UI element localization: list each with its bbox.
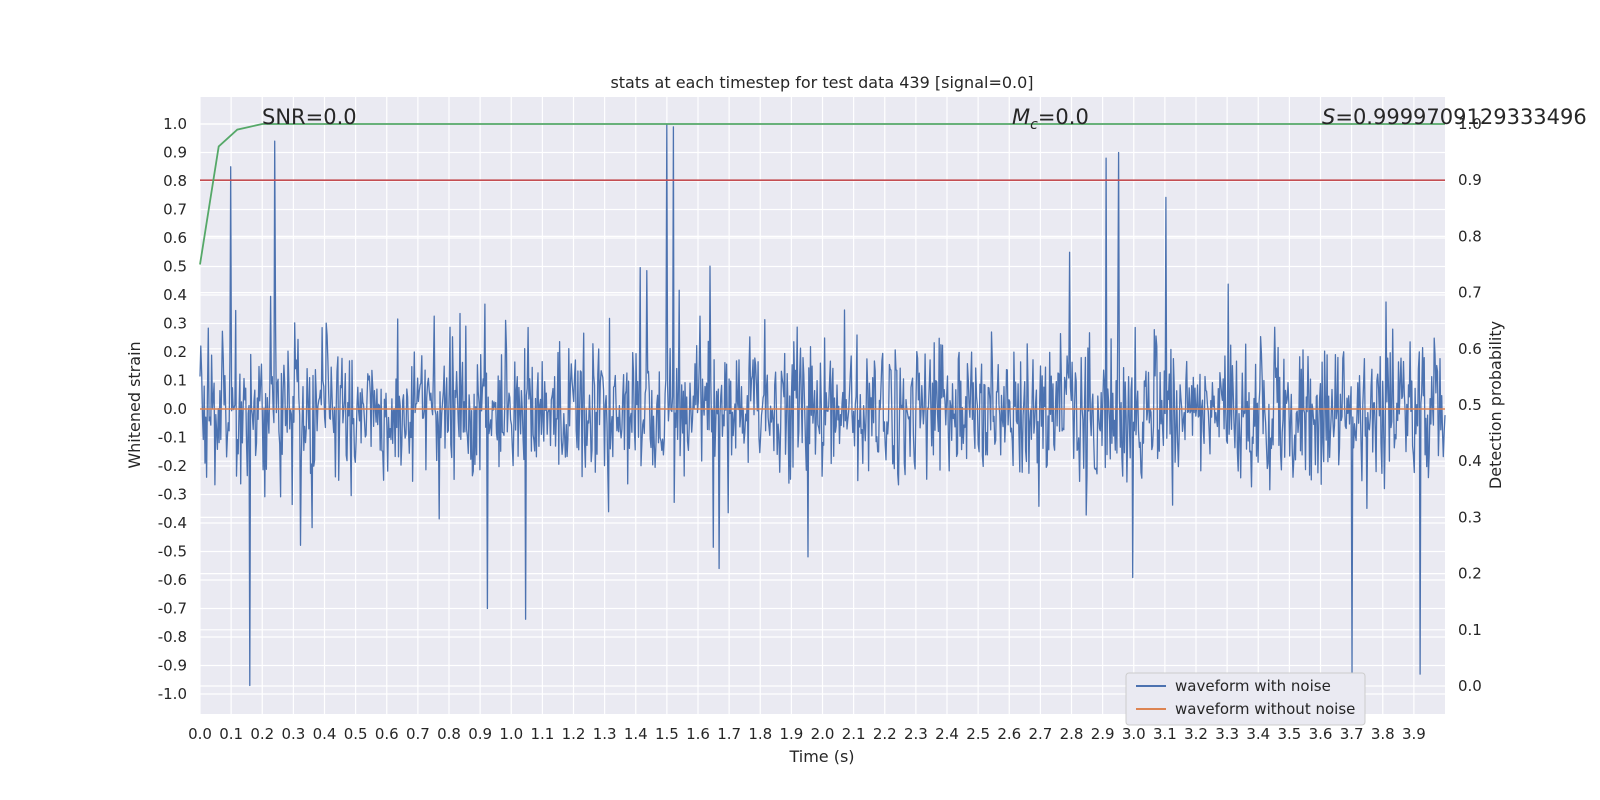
y-tick-labels: 1.0 0.9 0.8 0.7 0.6 0.5 0.4 0.3 0.2 0.1 0.0 -0.1 -0.… [158,115,187,703]
series-waveform-with-noise [199,123,1446,687]
y-tick-label: -0.1 [158,429,187,447]
x-tick-label: 0.2 [250,725,274,743]
x-tick-label: 2.0 [811,725,835,743]
mc-annotation: Mc=0.0 [1012,105,1089,133]
y-tick-label: 0.8 [163,172,187,190]
x-tick-label: 2.5 [966,725,990,743]
x-tick-label: 2.3 [904,725,928,743]
y2-tick-label: 0.4 [1458,452,1482,470]
y-tick-label: 0.3 [163,315,187,333]
y2-tick-label: 0.1 [1458,621,1482,639]
y-tick-label: 0.9 [163,144,187,162]
y-tick-label: 0.6 [163,229,187,247]
x-tick-label: 3.4 [1246,725,1270,743]
x-tick-label: 3.6 [1309,725,1333,743]
y2-tick-label: 0.6 [1458,340,1482,358]
series-layer [199,123,1446,687]
x-tick-label: 0.8 [437,725,461,743]
y2-axis-label: Detection probability [1486,321,1505,489]
y-tick-label: -0.2 [158,457,187,475]
legend-label-clean: waveform without noise [1175,700,1355,718]
y2-tick-label: 0.0 [1458,677,1482,695]
x-tick-label: 2.2 [873,725,897,743]
x-tick-label: 3.7 [1340,725,1364,743]
x-tick-label: 0.7 [406,725,430,743]
s-value: =0.9999709129333496 [1335,105,1586,129]
y-tick-label: 0.5 [163,258,187,276]
x-tick-label: 1.5 [655,725,679,743]
x-tick-label: 0.1 [219,725,243,743]
x-tick-label: 1.0 [499,725,523,743]
y-axis-label: Whitened strain [125,341,144,468]
y-tick-label: -1.0 [158,685,187,703]
legend: waveform with noise waveform without noi… [1125,672,1366,726]
y-tick-label: 0.0 [163,400,187,418]
mc-subscript: c [1030,117,1038,133]
chart-title: stats at each timestep for test data 439… [610,73,1033,92]
x-tick-label: 1.9 [779,725,803,743]
y-tick-label: -0.9 [158,657,187,675]
y-tick-label: 0.7 [163,201,187,219]
mc-symbol: M [1012,105,1030,129]
x-tick-label: 0.4 [313,725,337,743]
x-tick-label: 2.7 [1028,725,1052,743]
x-tick-label: 0.3 [281,725,305,743]
x-tick-label: 2.9 [1091,725,1115,743]
x-tick-label: 0.5 [344,725,368,743]
legend-box [1125,672,1366,726]
x-tick-label: 0.0 [188,725,212,743]
y2-tick-label: 0.9 [1458,171,1482,189]
x-tick-label: 1.6 [686,725,710,743]
y2-tick-label: 0.7 [1458,284,1482,302]
x-tick-label: 1.8 [748,725,772,743]
y-tick-label: -0.5 [158,543,187,561]
y2-tick-label: 0.5 [1458,396,1482,414]
x-tick-label: 2.6 [997,725,1021,743]
x-tick-label: 3.0 [1122,725,1146,743]
s-annotation: S=0.9999709129333496 [1322,105,1587,129]
legend-label-noise: waveform with noise [1175,677,1331,695]
series-detection-probability [199,123,1445,265]
y2-tick-label: 0.8 [1458,227,1482,245]
y-tick-label: 0.2 [163,343,187,361]
x-tick-label: 1.2 [562,725,586,743]
x-tick-label: 3.5 [1277,725,1301,743]
y-tick-label: 1.0 [163,115,187,133]
x-tick-label: 3.3 [1215,725,1239,743]
x-tick-label: 1.1 [530,725,554,743]
y2-tick-label: 0.3 [1458,508,1482,526]
y-tick-label: -0.3 [158,486,187,504]
y-tick-label: 0.1 [163,372,187,390]
y-tick-label: 0.4 [163,286,187,304]
x-tick-label: 3.1 [1153,725,1177,743]
x-tick-label: 0.9 [468,725,492,743]
x-tick-labels: 0.0 0.1 0.2 0.3 0.4 0.5 0.6 0.7 0.8 0.9 1.0 1.1 1.2 1… [188,725,1426,743]
y2-tick-labels: 1.0 0.9 0.8 0.7 0.6 0.5 0.4 0.3 0.2 0.1 0.0 [1458,115,1482,695]
x-tick-label: 1.3 [593,725,617,743]
y-tick-label: -0.8 [158,628,187,646]
y-tick-label: -0.6 [158,571,187,589]
x-tick-label: 2.4 [935,725,959,743]
s-symbol: S [1322,105,1335,129]
x-tick-label: 2.1 [842,725,866,743]
mc-value: =0.0 [1038,105,1089,129]
x-tick-label: 3.8 [1371,725,1395,743]
y-tick-label: -0.4 [158,514,187,532]
x-tick-label: 0.6 [375,725,399,743]
y2-tick-label: 0.2 [1458,565,1482,583]
snr-annotation: SNR=0.0 [262,105,357,129]
x-tick-label: 1.4 [624,725,648,743]
x-tick-label: 2.8 [1060,725,1084,743]
y2-tick-label: 1.0 [1458,115,1482,133]
x-tick-label: 3.9 [1402,725,1426,743]
x-tick-label: 3.2 [1184,725,1208,743]
x-tick-label: 1.7 [717,725,741,743]
y-tick-label: -0.7 [158,600,187,618]
x-axis-label: Time (s) [788,747,854,766]
